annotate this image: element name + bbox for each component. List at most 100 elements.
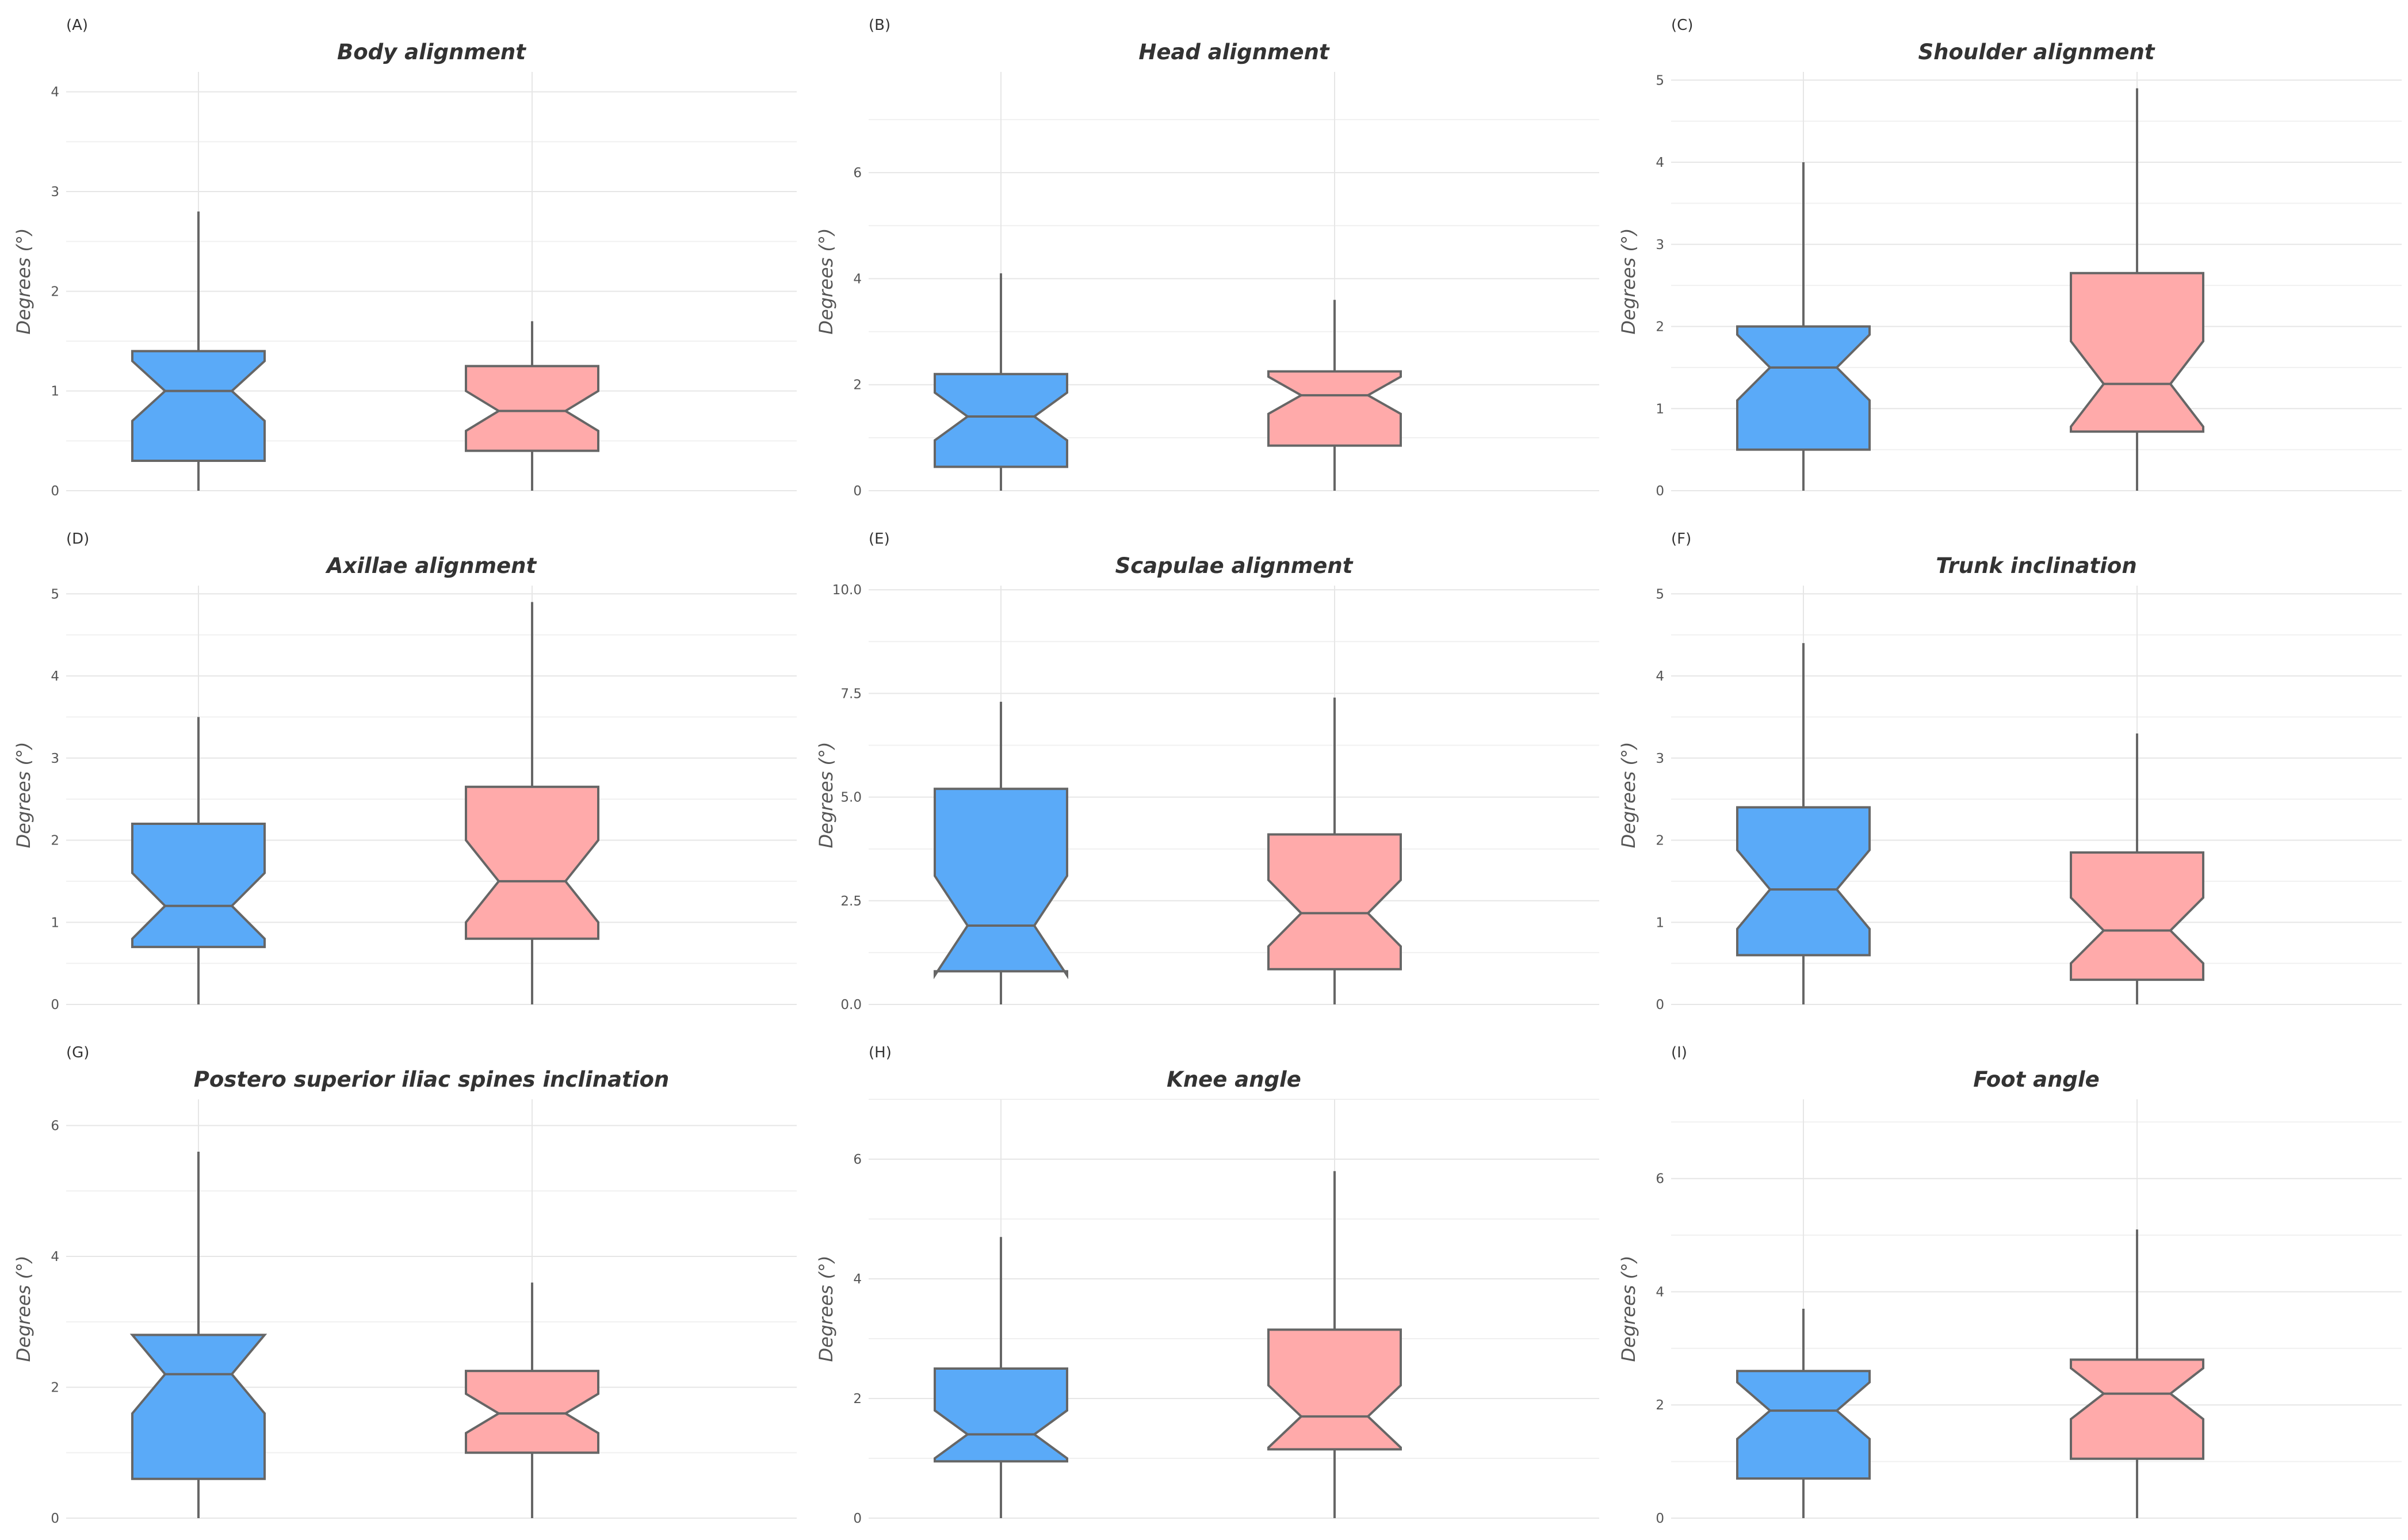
- box-pink: [1267, 697, 1402, 1004]
- y-tick-label: 4: [853, 1272, 862, 1287]
- panel-title: Scapulae alignment: [1115, 553, 1354, 578]
- y-tick-label: 5: [51, 587, 59, 602]
- y-tick-label: 5.0: [840, 790, 862, 805]
- notched-box: [1267, 833, 1402, 970]
- notched-box: [2070, 1358, 2204, 1460]
- panel-title: Foot angle: [1973, 1067, 2099, 1092]
- y-axis-label: Degrees (°): [13, 742, 35, 849]
- y-tick-label: 0: [51, 1511, 59, 1526]
- box-blue: [934, 701, 1068, 1004]
- notched-box: [934, 788, 1068, 980]
- y-tick-label: 2: [1656, 834, 1664, 849]
- y-tick-label: 0.0: [840, 998, 862, 1012]
- box-pink: [2070, 733, 2204, 1004]
- panel-c: 0 1 2 3 4 5 (C) Shoulder alignment Degrees (°): [1618, 17, 2402, 499]
- y-tick-label: 2: [1656, 1398, 1664, 1413]
- y-tick-label: 3: [1656, 751, 1664, 766]
- box-blue: [1736, 643, 1871, 1004]
- panel-label: (H): [869, 1044, 892, 1061]
- notched-box: [465, 365, 599, 452]
- y-tick-label: 2: [51, 834, 59, 849]
- panel-i: 0 2 4 6 (I) Foot angle Degrees (°): [1618, 1044, 2402, 1526]
- panel-title: Head alignment: [1138, 40, 1330, 64]
- y-tick-label: 0: [1656, 484, 1664, 499]
- panel-e: 0.0 2.5 5.0 7.5 10.0 (E) Scapulae alignment Deg…: [815, 530, 1599, 1012]
- panel-title: Knee angle: [1167, 1067, 1301, 1092]
- notched-box: [131, 350, 266, 462]
- panel-label: (F): [1671, 530, 1691, 548]
- panel-label: (E): [869, 530, 890, 548]
- y-tick-label: 2.5: [840, 894, 862, 909]
- y-tick-label: 10.0: [832, 583, 862, 598]
- y-tick-label: 1: [51, 915, 59, 930]
- y-tick-label: 4: [853, 272, 862, 286]
- y-axis-label: Degrees (°): [815, 228, 837, 335]
- panel-label: (B): [869, 17, 890, 34]
- box-blue: [131, 211, 266, 491]
- y-tick-label: 2: [51, 1381, 59, 1396]
- y-tick-label: 4: [1656, 155, 1664, 170]
- y-tick-label: 6: [1656, 1172, 1664, 1187]
- panel-label: (C): [1671, 17, 1693, 34]
- y-tick-label: 7.5: [840, 686, 862, 701]
- notched-box: [1267, 370, 1402, 447]
- y-axis-label: Degrees (°): [815, 742, 837, 849]
- y-tick-label: 2: [853, 378, 862, 393]
- notched-box: [465, 1370, 599, 1454]
- y-tick-label: 2: [1656, 320, 1664, 335]
- y-tick-label: 0: [51, 484, 59, 499]
- panel-h: 0 2 4 6 (H) Knee angle Degrees (°): [815, 1044, 1599, 1526]
- y-tick-label: 0: [853, 484, 862, 499]
- panel-a: 0 1 2 3 4 (A) Body alignment Degrees (°): [13, 17, 797, 499]
- y-tick-label: 0: [1656, 998, 1664, 1012]
- y-tick-label: 0: [853, 1511, 862, 1526]
- y-tick-label: 6: [853, 1152, 862, 1167]
- box-blue: [934, 1237, 1068, 1518]
- box-pink: [1267, 300, 1402, 491]
- y-axis-label: Degrees (°): [815, 1256, 837, 1362]
- y-tick-label: 4: [51, 669, 59, 684]
- notched-box: [2070, 272, 2204, 433]
- notched-box: [1267, 1328, 1402, 1451]
- y-tick-label: 6: [853, 166, 862, 181]
- y-axis-label: Degrees (°): [1618, 228, 1639, 335]
- box-blue: [934, 273, 1068, 491]
- notched-box: [131, 822, 266, 949]
- y-tick-label: 4: [1656, 669, 1664, 684]
- y-axis-label: Degrees (°): [1618, 742, 1639, 849]
- notched-box: [934, 1367, 1068, 1463]
- notched-box: [2070, 851, 2204, 981]
- box-pink: [465, 321, 599, 491]
- panel-label: (I): [1671, 1044, 1687, 1061]
- panel-b: 0 2 4 6 (B) Head alignment Degrees (°): [815, 17, 1599, 499]
- y-tick-label: 5: [1656, 587, 1664, 602]
- y-tick-label: 3: [51, 185, 59, 200]
- panel-title: Postero superior iliac spines inclinatio…: [194, 1067, 669, 1092]
- panel-g: 0 2 4 6 (G) Postero superior iliac spines inc…: [13, 1044, 797, 1526]
- box-blue: [1736, 162, 1871, 491]
- y-tick-label: 6: [51, 1119, 59, 1134]
- y-tick-label: 4: [51, 1249, 59, 1264]
- panel-f: 0 1 2 3 4 5 (F) Trunk inclination Degrees (°): [1618, 530, 2402, 1012]
- panel-label: (G): [66, 1044, 89, 1061]
- box-pink: [465, 1282, 599, 1518]
- y-axis-label: Degrees (°): [1618, 1256, 1639, 1362]
- y-tick-label: 5: [1656, 73, 1664, 88]
- panel-label: (D): [66, 530, 89, 548]
- y-tick-label: 3: [51, 751, 59, 766]
- y-tick-label: 2: [51, 284, 59, 299]
- notched-box: [129, 1333, 267, 1480]
- panel-d: 0 1 2 3 4 5 (D) Axillae alignment Degrees (°): [13, 530, 797, 1012]
- box-pink: [1267, 1171, 1402, 1518]
- notched-box: [1736, 806, 1871, 957]
- panel-title: Trunk inclination: [1936, 553, 2136, 578]
- notched-box: [1736, 325, 1871, 451]
- y-tick-label: 4: [1656, 1285, 1664, 1300]
- box-pink: [465, 602, 599, 1004]
- y-tick-label: 4: [51, 85, 59, 100]
- y-axis-label: Degrees (°): [13, 1256, 35, 1362]
- y-tick-label: 3: [1656, 238, 1664, 253]
- y-tick-label: 1: [1656, 915, 1664, 930]
- panel-title: Axillae alignment: [325, 553, 537, 578]
